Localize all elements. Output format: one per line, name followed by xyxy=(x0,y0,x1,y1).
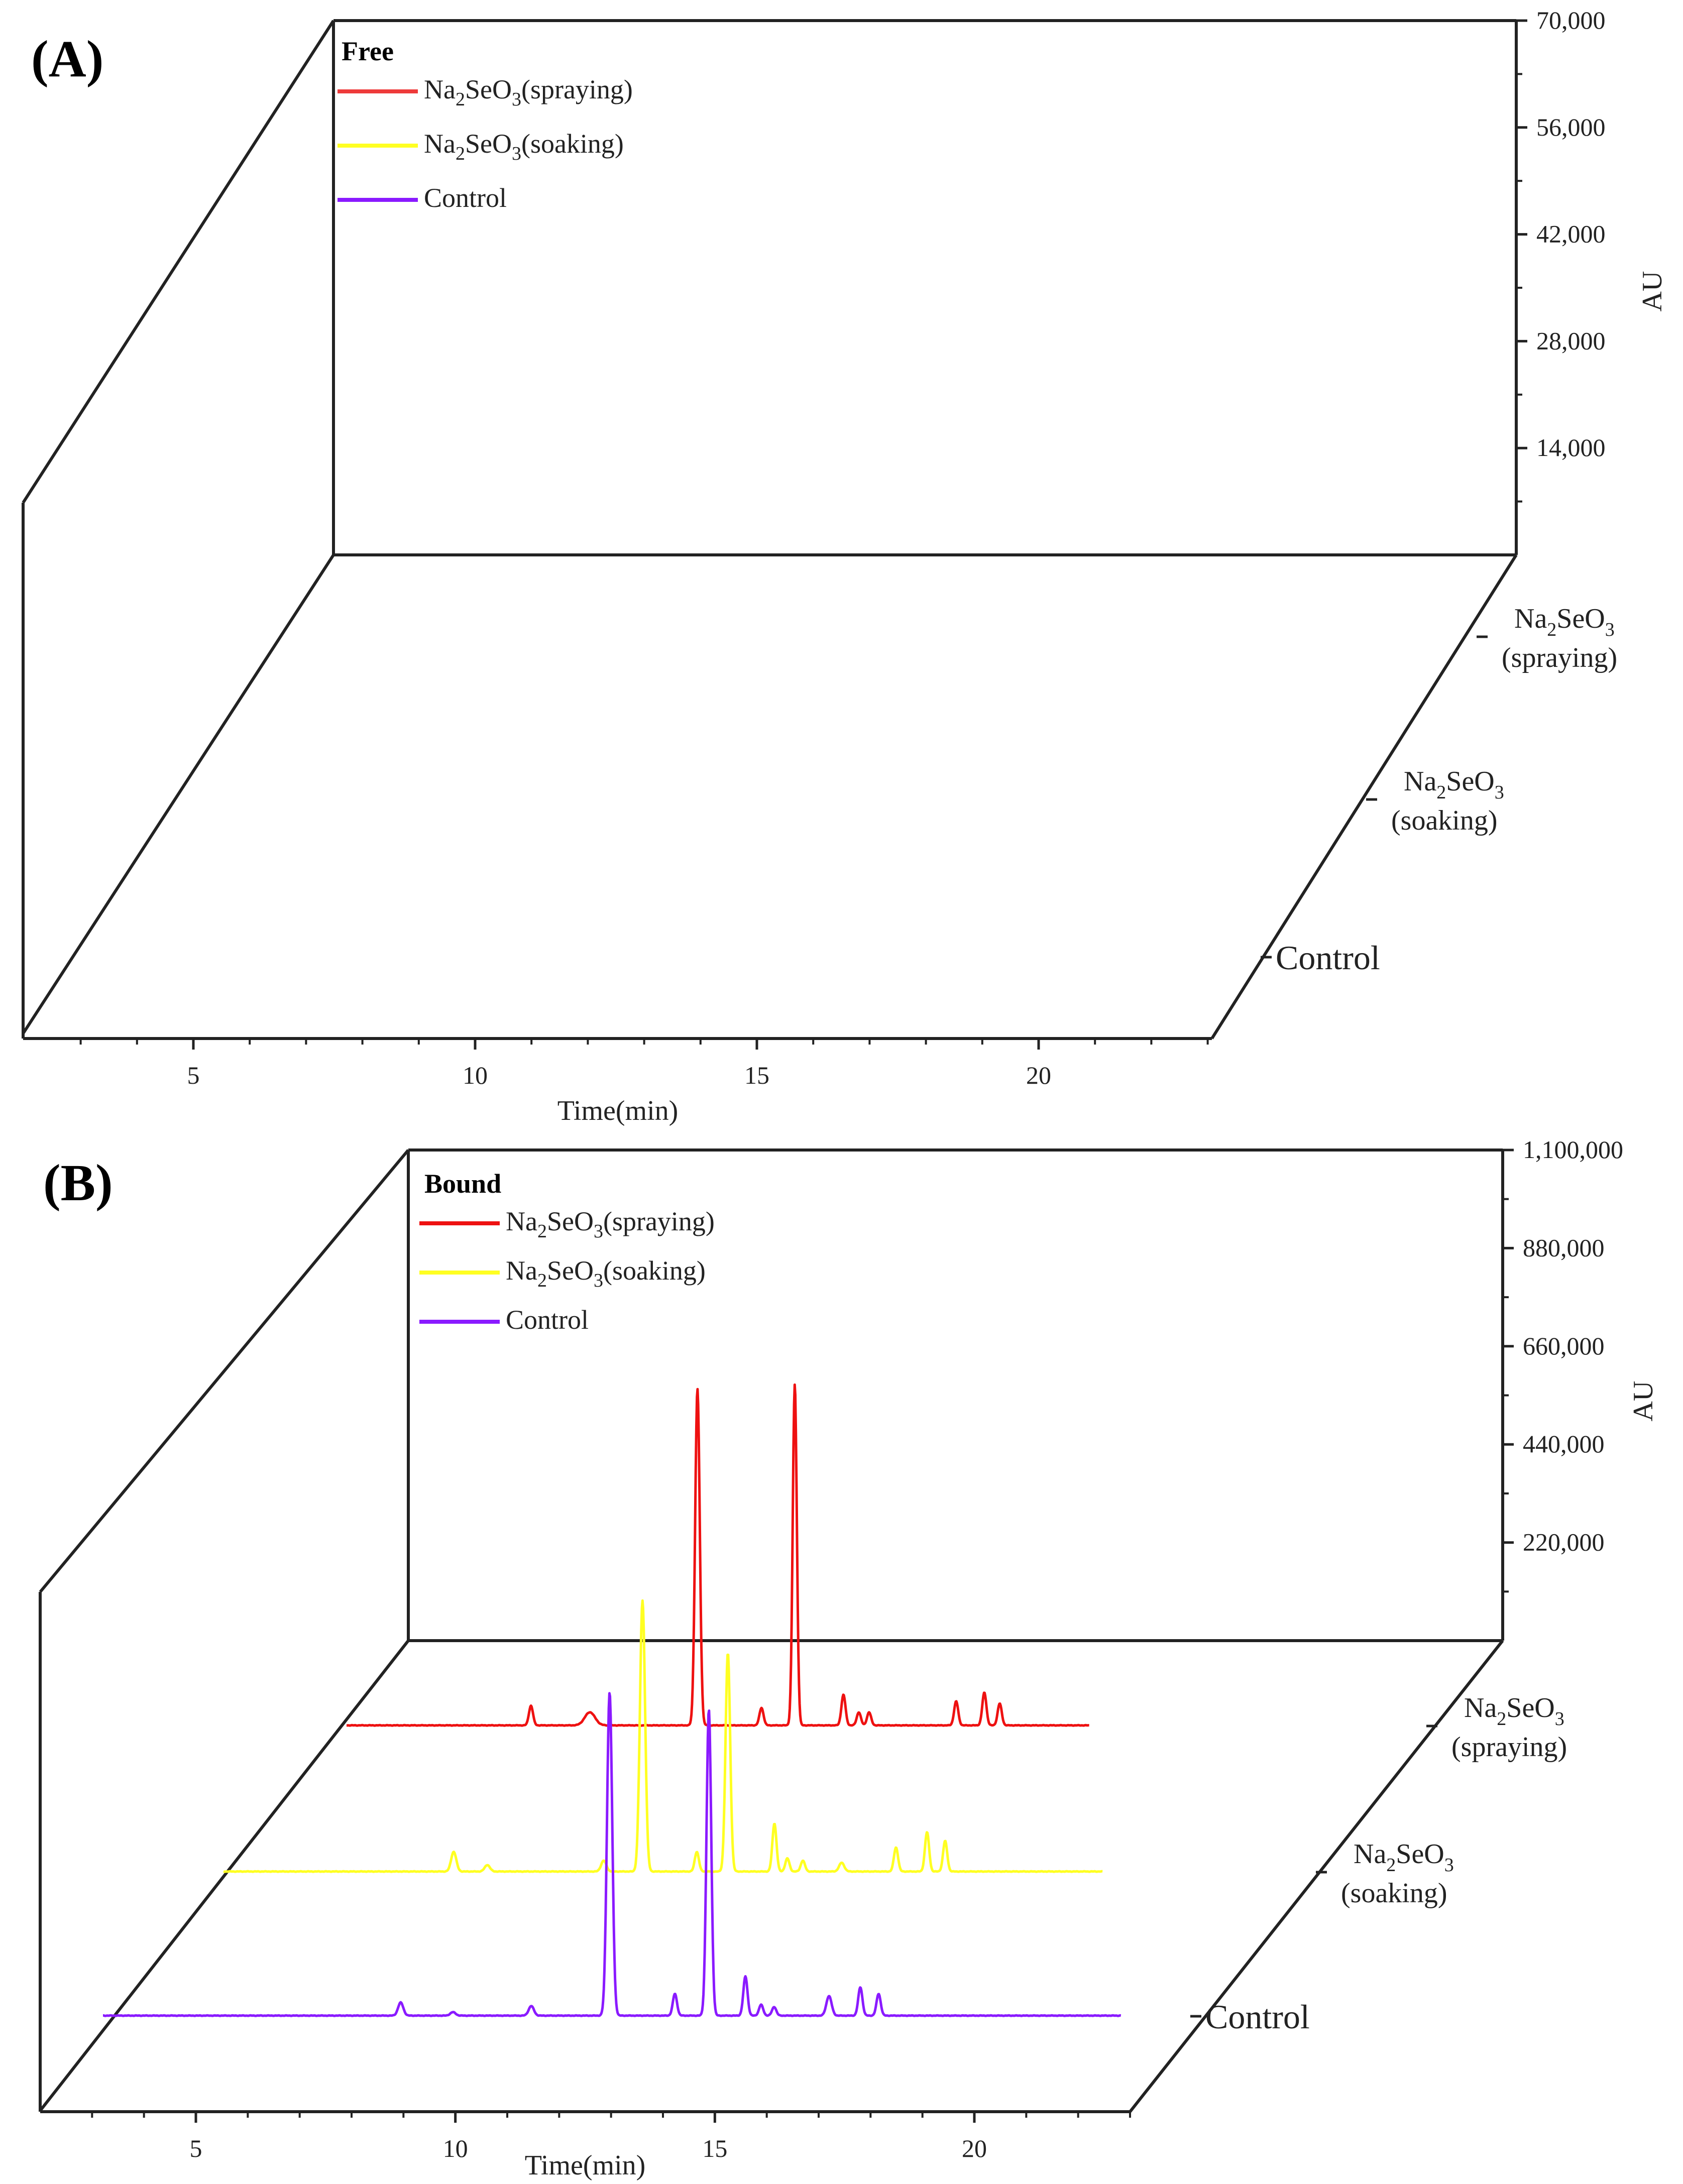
x-tick-label: 20 xyxy=(962,2134,987,2162)
panel-a-x-label: Time(min) xyxy=(557,1095,679,1126)
legend-entry: Control xyxy=(506,1305,589,1335)
panel-b-legend-title: Bound xyxy=(424,1169,501,1199)
panel-a: (A) 14,000 28,000 42,000 56,000 70,000 5 10 15… xyxy=(22,6,1668,1126)
depth-label-control: Control xyxy=(1205,1998,1310,2036)
panel-b-depth-axis xyxy=(1129,1640,1504,2113)
y-tick-label: 1,100,000 xyxy=(1523,1135,1623,1164)
legend-entry: Na2SeO3(spraying) xyxy=(424,74,633,110)
y-tick-label: 28,000 xyxy=(1536,326,1606,355)
depth-label-formula: Na2SeO3 xyxy=(1404,766,1504,803)
y-tick-label: 220,000 xyxy=(1523,1528,1605,1556)
y-tick-label: 440,000 xyxy=(1523,1430,1605,1458)
legend-entry: Control xyxy=(424,183,507,213)
panel-b: (B) 220,000 440,000 660,000 880,000 1,100,00… xyxy=(39,1135,1659,2181)
depth-label-method: (soaking) xyxy=(1341,1878,1447,1909)
panel-a-top-left-edge xyxy=(22,20,335,504)
panel-b-top-left-edge xyxy=(39,1149,410,1593)
panel-b-depth-labels: Na2SeO3(spraying)Na2SeO3(soaking)Control xyxy=(1190,1692,1567,2036)
depth-label-formula: Na2SeO3 xyxy=(1514,603,1615,640)
x-tick-label: 5 xyxy=(190,2134,202,2162)
panel-b-back-left-edge xyxy=(39,1150,410,2112)
depth-label-method: (spraying) xyxy=(1502,642,1617,673)
depth-label-method: (soaking) xyxy=(1391,805,1498,836)
panel-a-back-left-edge xyxy=(22,21,335,1034)
panel-a-legend: Free Na2SeO3(spraying) Na2SeO3(soaking) Co… xyxy=(338,36,633,213)
x-tick-label: 20 xyxy=(1026,1061,1051,1089)
panel-b-x-label: Time(min) xyxy=(525,2150,646,2181)
panel-a-y-ticks: 14,000 28,000 42,000 56,000 70,000 xyxy=(1516,6,1606,503)
legend-entry: Na2SeO3(soaking) xyxy=(506,1255,706,1291)
legend-entry: Na2SeO3(spraying) xyxy=(506,1206,715,1242)
depth-label-formula: Na2SeO3 xyxy=(1464,1692,1564,1730)
x-tick-label: 15 xyxy=(744,1061,769,1089)
y-tick-label: 880,000 xyxy=(1523,1233,1605,1261)
y-tick-label: 56,000 xyxy=(1536,113,1606,141)
x-tick-label: 5 xyxy=(187,1061,200,1089)
panel-a-x-ticks: 5 10 15 20 xyxy=(79,1039,1209,1089)
panel-b-y-ticks: 220,000 440,000 660,000 880,000 1,100,000 xyxy=(1503,1135,1623,1593)
panel-a-y-label: AU xyxy=(1637,271,1668,312)
y-tick-label: 42,000 xyxy=(1536,220,1606,248)
x-tick-label: 15 xyxy=(702,2134,727,2162)
trace-spraying xyxy=(346,1383,1090,1727)
depth-label-control: Control xyxy=(1276,939,1380,977)
x-tick-label: 10 xyxy=(443,2134,468,2162)
legend-entry: Na2SeO3(soaking) xyxy=(424,129,624,164)
y-tick-label: 70,000 xyxy=(1536,6,1606,34)
depth-label-method: (spraying) xyxy=(1451,1732,1567,1763)
panel-b-y-label: AU xyxy=(1628,1381,1659,1422)
panel-a-depth-labels: Na2SeO3(spraying)Na2SeO3(soaking)Control xyxy=(1261,603,1617,977)
panel-b-legend: Bound Na2SeO3(spraying) Na2SeO3(soaking) C… xyxy=(419,1169,715,1335)
panel-b-x-ticks: 5 10 15 20 xyxy=(91,2112,1131,2162)
trace-soaking xyxy=(222,1599,1103,1873)
trace-control xyxy=(102,1692,1121,2017)
panel-a-label: (A) xyxy=(31,30,103,88)
depth-label-formula: Na2SeO3 xyxy=(1354,1838,1454,1876)
panel-b-traces xyxy=(102,1383,1121,2017)
panel-a-legend-title: Free xyxy=(342,36,394,66)
x-tick-label: 10 xyxy=(463,1061,488,1089)
y-tick-label: 660,000 xyxy=(1523,1332,1605,1360)
y-tick-label: 14,000 xyxy=(1536,433,1606,462)
panel-b-label: (B) xyxy=(43,1154,113,1212)
